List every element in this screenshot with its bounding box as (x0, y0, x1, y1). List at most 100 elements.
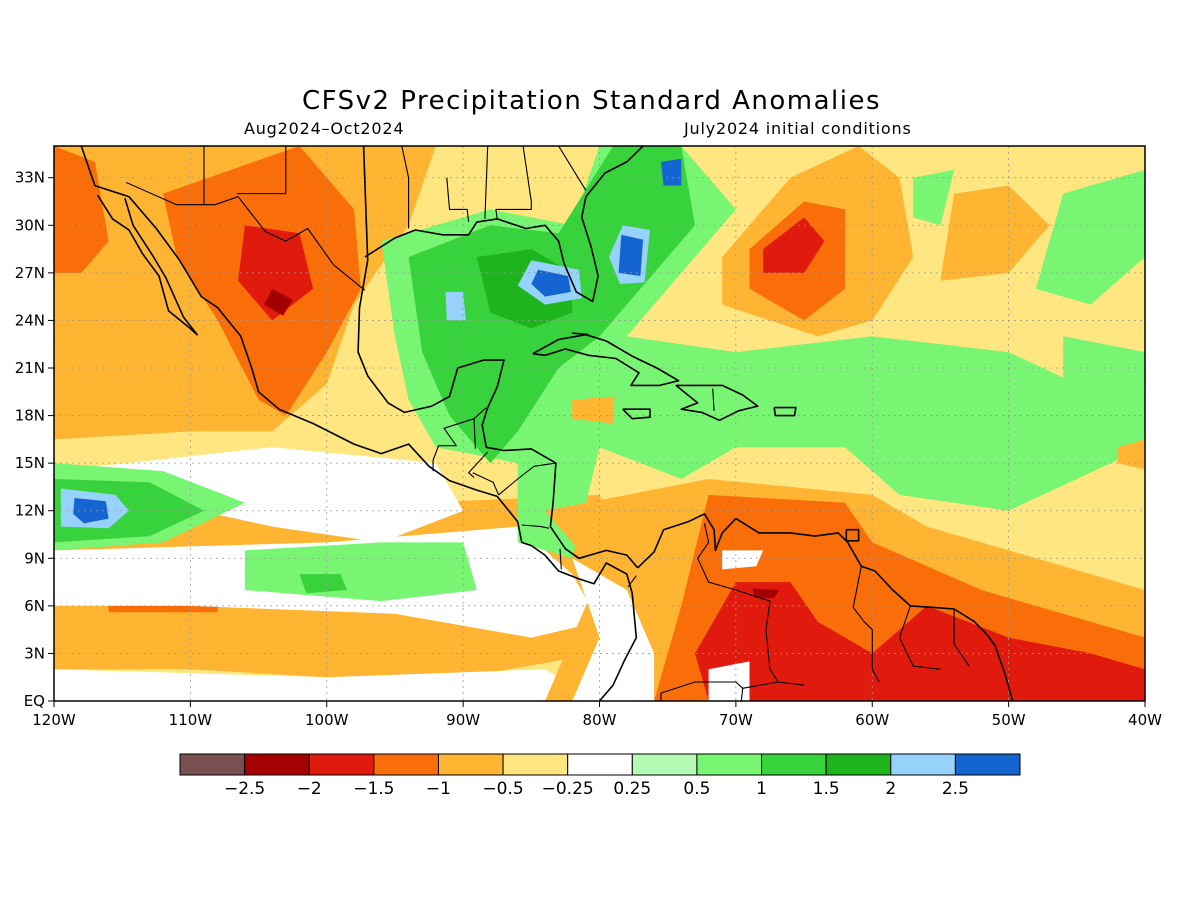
latitude-tick-label: 15N (15, 454, 45, 472)
longitude-tick-label: 100W (305, 711, 349, 729)
coastline (364, 146, 644, 303)
anomaly-region (1063, 336, 1145, 448)
colorbar-label: −0.25 (542, 779, 594, 799)
latitude-tick-label: 3N (24, 644, 45, 662)
anomaly-region (913, 169, 955, 226)
colorbar-swatch (437, 753, 504, 776)
colorbar-label: −1 (426, 779, 451, 799)
latitude-tick-label: 27N (15, 264, 45, 282)
latitude-tick-label: 18N (15, 407, 45, 425)
coastline (96, 194, 198, 336)
country-border (559, 548, 562, 570)
coastline (94, 184, 638, 701)
colorbar-label: −0.5 (482, 779, 523, 799)
country-border (401, 146, 410, 229)
longitude-tick-label: 40W (1128, 711, 1162, 729)
longitude-axis: 120W 110W 100W 90W 80W 70W 60W 50W 40W (32, 701, 1162, 729)
longitude-tick-label: 60W (855, 711, 889, 729)
country-border (484, 146, 489, 219)
anomaly-region (940, 185, 1050, 281)
anomaly-region (618, 234, 644, 276)
anomaly-region (752, 588, 780, 598)
colorbar-swatch (373, 753, 439, 776)
colorbar-swatch (761, 753, 827, 776)
colorbar-label: 1 (756, 779, 767, 799)
country-border (498, 462, 556, 496)
latitude-tick-label: 24N (15, 311, 45, 329)
country-border (627, 575, 637, 588)
country-border (446, 177, 470, 223)
latitude-axis: EQ 3N 6N 9N 12N 15N 18N 21N 24N 27N 30N 33N (15, 169, 54, 710)
anomaly-region (695, 582, 1145, 701)
longitude-tick-label: 120W (32, 711, 76, 729)
country-border (521, 524, 550, 529)
anomaly-region (264, 288, 293, 316)
coastline (357, 146, 639, 569)
country-border (472, 472, 500, 496)
latitude-tick-label: 30N (15, 216, 45, 234)
country-border (236, 146, 287, 195)
latitude-tick-label: 9N (24, 549, 45, 567)
colorbar-swatch (631, 753, 698, 776)
country-border (852, 566, 880, 683)
colorbar-swatch (890, 753, 956, 776)
latitude-tick-label: 21N (15, 359, 45, 377)
country-border (898, 605, 941, 670)
anomaly-region (722, 550, 764, 570)
latitude-tick-label: 6N (24, 597, 45, 615)
colorbar-label: −1.5 (353, 779, 394, 799)
country-border (495, 146, 532, 219)
longitude-tick-label: 70W (719, 711, 753, 729)
coastline (572, 332, 589, 336)
country-border (712, 388, 715, 411)
colorbar-label: 1.5 (813, 779, 840, 799)
colorbar-swatch (567, 753, 633, 776)
anomaly-region (1117, 439, 1145, 470)
coastline (532, 333, 680, 387)
longitude-tick-label: 90W (446, 711, 480, 729)
coastline (80, 146, 96, 186)
colorbar-swatch (179, 753, 246, 776)
colorbar-swatch (244, 753, 310, 776)
anomaly-region (445, 291, 466, 321)
political-borders (126, 146, 970, 701)
colorbar-swatch (502, 753, 569, 776)
colorbar-label: −2.5 (224, 779, 265, 799)
anomaly-region (572, 558, 655, 701)
latitude-tick-label: 12N (15, 502, 45, 520)
colorbar-label: −2 (297, 779, 322, 799)
colorbar-label: 0.5 (683, 779, 710, 799)
latitude-tick-label: 33N (15, 169, 45, 187)
longitude-tick-label: 110W (169, 711, 213, 729)
country-border (953, 609, 970, 667)
longitude-tick-label: 50W (992, 711, 1026, 729)
colorbar-label: 2 (885, 779, 896, 799)
anomaly-region (572, 396, 614, 424)
coastline (622, 408, 651, 420)
anomaly-region (299, 574, 348, 594)
map-gridlines (54, 146, 1145, 701)
coastline (637, 513, 1014, 701)
country-border (468, 451, 489, 478)
colorbar-swatch (954, 753, 1021, 776)
coastline (773, 406, 797, 417)
colorbar-swatch (825, 753, 892, 776)
longitude-tick-label: 80W (583, 711, 617, 729)
anomaly-region (708, 661, 750, 701)
country-border (660, 681, 744, 701)
colorbar-swatch (696, 753, 763, 776)
coastline (675, 384, 759, 422)
forecast-period: Aug2024–Oct2024 (244, 119, 405, 138)
country-border (697, 523, 779, 683)
anomaly-region (763, 217, 825, 273)
anomaly-region (244, 542, 477, 602)
country-border (558, 146, 587, 191)
colorbar-label: 0.25 (613, 779, 651, 799)
country-border (473, 418, 476, 449)
initial-conditions-label: July2024 initial conditions (684, 119, 912, 138)
colorbar-swatch (308, 753, 375, 776)
coastline (845, 528, 860, 542)
country-border (742, 681, 805, 689)
anomaly-region (660, 158, 682, 186)
